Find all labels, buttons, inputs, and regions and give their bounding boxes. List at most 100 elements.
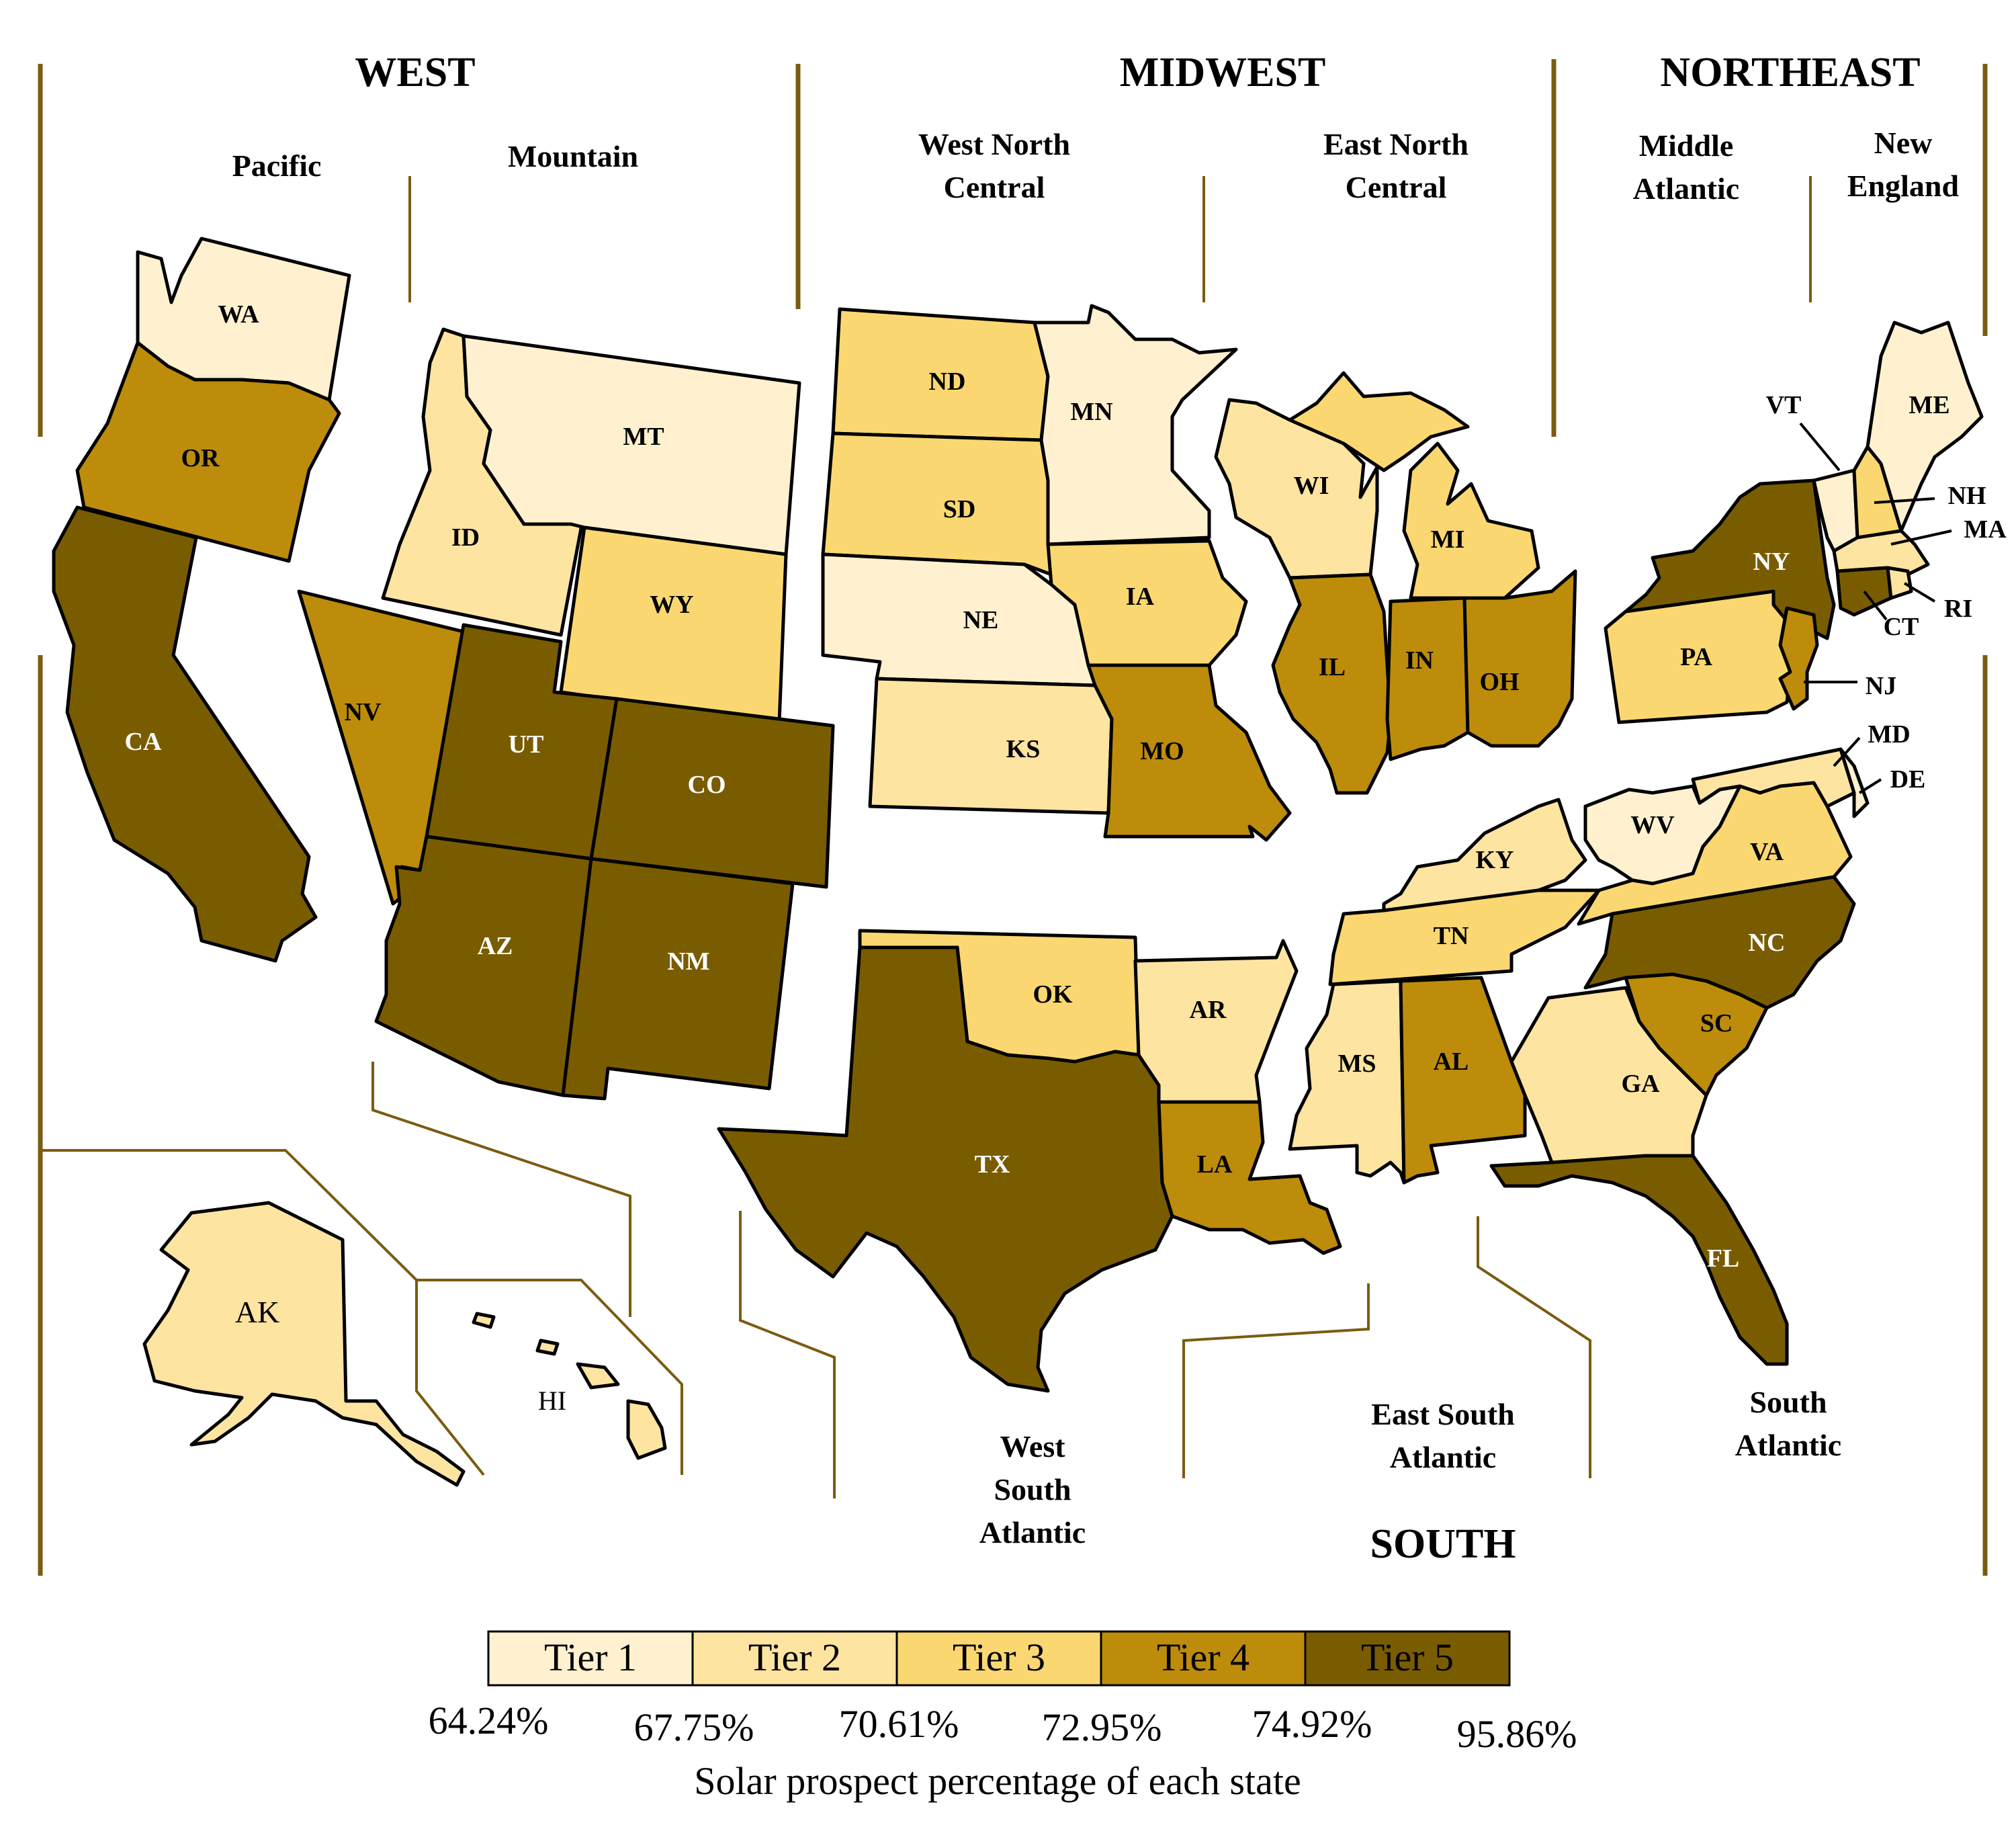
label-il: IL bbox=[1319, 653, 1346, 681]
label-ia: IA bbox=[1126, 583, 1155, 611]
state-wy[interactable] bbox=[559, 525, 788, 724]
label-la: LA bbox=[1197, 1150, 1233, 1179]
label-ar: AR bbox=[1190, 996, 1227, 1024]
state-ga[interactable] bbox=[1509, 986, 1708, 1164]
division-sa-line1: South bbox=[1749, 1385, 1827, 1419]
legend-tier-2-label: Tier 2 bbox=[748, 1636, 841, 1679]
state-co[interactable] bbox=[589, 697, 835, 889]
label-al: AL bbox=[1434, 1048, 1469, 1076]
state-ia[interactable] bbox=[1046, 539, 1248, 667]
legend-tier-5-label: Tier 5 bbox=[1361, 1636, 1454, 1679]
state-mn[interactable] bbox=[1033, 304, 1238, 546]
state-tn[interactable] bbox=[1328, 888, 1601, 986]
state-in[interactable] bbox=[1385, 596, 1470, 761]
division-ne-line1: New bbox=[1874, 126, 1933, 160]
label-ky: KY bbox=[1476, 846, 1514, 874]
legend-break-0: 64.24% bbox=[429, 1699, 549, 1742]
legend-tier-1-label: Tier 1 bbox=[544, 1636, 637, 1679]
label-me: ME bbox=[1909, 391, 1949, 419]
label-fl: FL bbox=[1707, 1244, 1740, 1273]
state-az[interactable] bbox=[374, 835, 593, 1097]
label-ca: CA bbox=[125, 728, 162, 756]
division-enc-line2: Central bbox=[1346, 170, 1447, 204]
label-nh: NH bbox=[1948, 482, 1986, 510]
label-nc: NC bbox=[1749, 929, 1786, 957]
division-enc-line1: East North bbox=[1323, 127, 1469, 161]
state-fl[interactable] bbox=[1489, 1154, 1789, 1366]
state-al[interactable] bbox=[1399, 976, 1527, 1185]
region-separators bbox=[38, 59, 1988, 1576]
legend-break-1: 67.75% bbox=[634, 1705, 754, 1749]
label-sc: SC bbox=[1700, 1009, 1733, 1037]
label-tx: TX bbox=[975, 1150, 1010, 1179]
callout-leaders bbox=[1799, 422, 1952, 794]
division-ne-line2: England bbox=[1847, 169, 1960, 203]
division-wnc-line1: West North bbox=[918, 127, 1070, 161]
legend-breaks: 64.24% 67.75% 70.61% 72.95% 74.92% 95.86… bbox=[429, 1699, 1577, 1756]
state-ar[interactable] bbox=[1133, 939, 1299, 1104]
state-tx[interactable] bbox=[717, 945, 1174, 1393]
label-ks: KS bbox=[1006, 735, 1041, 763]
state-nj[interactable] bbox=[1778, 606, 1819, 711]
label-ms: MS bbox=[1338, 1050, 1376, 1078]
legend-break-2: 70.61% bbox=[839, 1702, 959, 1746]
state-ca[interactable] bbox=[52, 505, 318, 963]
state-il[interactable] bbox=[1271, 572, 1393, 795]
state-oh[interactable] bbox=[1462, 569, 1577, 748]
state-mi[interactable] bbox=[1288, 371, 1540, 600]
label-wa: WA bbox=[218, 300, 259, 329]
label-in: IN bbox=[1405, 646, 1434, 675]
division-wsa-line3: Atlantic bbox=[979, 1515, 1086, 1550]
label-ri: RI bbox=[1944, 595, 1972, 623]
label-or: OR bbox=[181, 444, 220, 472]
division-esa-line2: Atlantic bbox=[1390, 1440, 1496, 1474]
label-ut: UT bbox=[509, 730, 544, 759]
legend-break-5: 95.86% bbox=[1457, 1712, 1577, 1756]
legend-tier-4-swatch bbox=[1100, 1630, 1307, 1687]
legend-caption: Solar prospect percentage of each state bbox=[694, 1759, 1301, 1803]
label-ny: NY bbox=[1753, 548, 1790, 576]
label-sd: SD bbox=[943, 495, 976, 523]
legend-tier-4-label: Tier 4 bbox=[1157, 1636, 1250, 1679]
label-nj: NJ bbox=[1866, 672, 1896, 700]
state-ms[interactable] bbox=[1288, 979, 1406, 1185]
division-wsa-line1: West bbox=[1000, 1429, 1065, 1463]
label-ne: NE bbox=[963, 606, 999, 634]
label-pa: PA bbox=[1680, 643, 1712, 671]
label-mi: MI bbox=[1431, 525, 1465, 554]
state-labels: WA OR CA AK HI ID MT WY NV UT CO AZ NM N… bbox=[125, 300, 2007, 1416]
state-ri[interactable] bbox=[1886, 566, 1913, 600]
state-mt[interactable] bbox=[462, 334, 801, 556]
label-ok: OK bbox=[1033, 980, 1073, 1009]
region-midwest-label: MIDWEST bbox=[1120, 50, 1326, 95]
state-va[interactable] bbox=[1577, 781, 1853, 926]
division-esa-line1: East South bbox=[1371, 1397, 1514, 1431]
legend-tier-3-label: Tier 3 bbox=[953, 1636, 1045, 1679]
label-tn: TN bbox=[1434, 922, 1469, 950]
state-hi[interactable] bbox=[472, 1312, 667, 1460]
legend-tier-boxes: Tier 1 Tier 2 Tier 3 Tier 4 Tier 5 bbox=[487, 1630, 1511, 1687]
label-nd: ND bbox=[929, 368, 966, 396]
division-mountain: Mountain bbox=[508, 139, 638, 173]
state-mo[interactable] bbox=[1086, 663, 1292, 842]
state-nm[interactable] bbox=[561, 857, 795, 1101]
label-va: VA bbox=[1750, 838, 1784, 866]
state-ny[interactable] bbox=[1604, 478, 1836, 647]
label-co: CO bbox=[688, 771, 726, 799]
state-ak[interactable] bbox=[142, 1201, 466, 1487]
state-la[interactable] bbox=[1157, 1100, 1342, 1255]
region-northeast-label: NORTHEAST bbox=[1660, 50, 1920, 95]
label-mn: MN bbox=[1070, 398, 1112, 426]
state-ks[interactable] bbox=[868, 677, 1114, 815]
states-layer bbox=[52, 237, 1984, 1487]
legend-tier-5-swatch bbox=[1304, 1630, 1511, 1687]
division-sa-line2: Atlantic bbox=[1735, 1428, 1841, 1462]
division-pacific: Pacific bbox=[232, 148, 322, 183]
division-wnc-line2: Central bbox=[944, 170, 1045, 204]
state-or[interactable] bbox=[75, 341, 341, 563]
state-de[interactable] bbox=[1839, 747, 1870, 818]
division-labels: Pacific Mountain West North Central East… bbox=[232, 126, 1960, 1550]
label-de: DE bbox=[1890, 765, 1926, 794]
state-sd[interactable] bbox=[821, 431, 1053, 577]
